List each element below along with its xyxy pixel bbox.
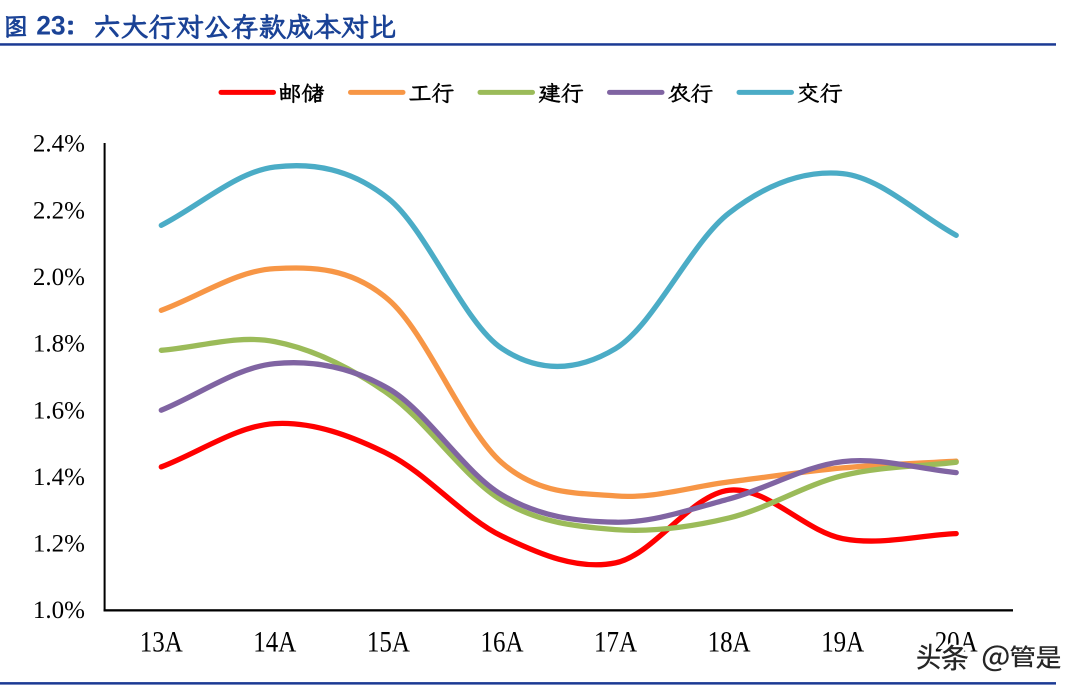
svg-text:1.6%: 1.6% bbox=[33, 397, 85, 424]
svg-text:2.0%: 2.0% bbox=[33, 264, 85, 291]
svg-text:23: 23 bbox=[36, 11, 65, 41]
svg-text:2.2%: 2.2% bbox=[33, 197, 85, 224]
svg-text:14A: 14A bbox=[253, 625, 296, 658]
svg-text:19A: 19A bbox=[821, 625, 864, 658]
svg-text:15A: 15A bbox=[367, 625, 410, 658]
svg-text:18A: 18A bbox=[708, 625, 751, 658]
svg-text:17A: 17A bbox=[594, 625, 637, 658]
svg-text:2.4%: 2.4% bbox=[33, 131, 85, 158]
svg-text:1.8%: 1.8% bbox=[33, 331, 85, 358]
svg-text:1.4%: 1.4% bbox=[33, 464, 85, 491]
svg-text:1.2%: 1.2% bbox=[33, 531, 85, 558]
svg-text:16A: 16A bbox=[481, 625, 524, 658]
svg-text:13A: 13A bbox=[140, 625, 183, 658]
svg-text:1.0%: 1.0% bbox=[33, 597, 85, 624]
